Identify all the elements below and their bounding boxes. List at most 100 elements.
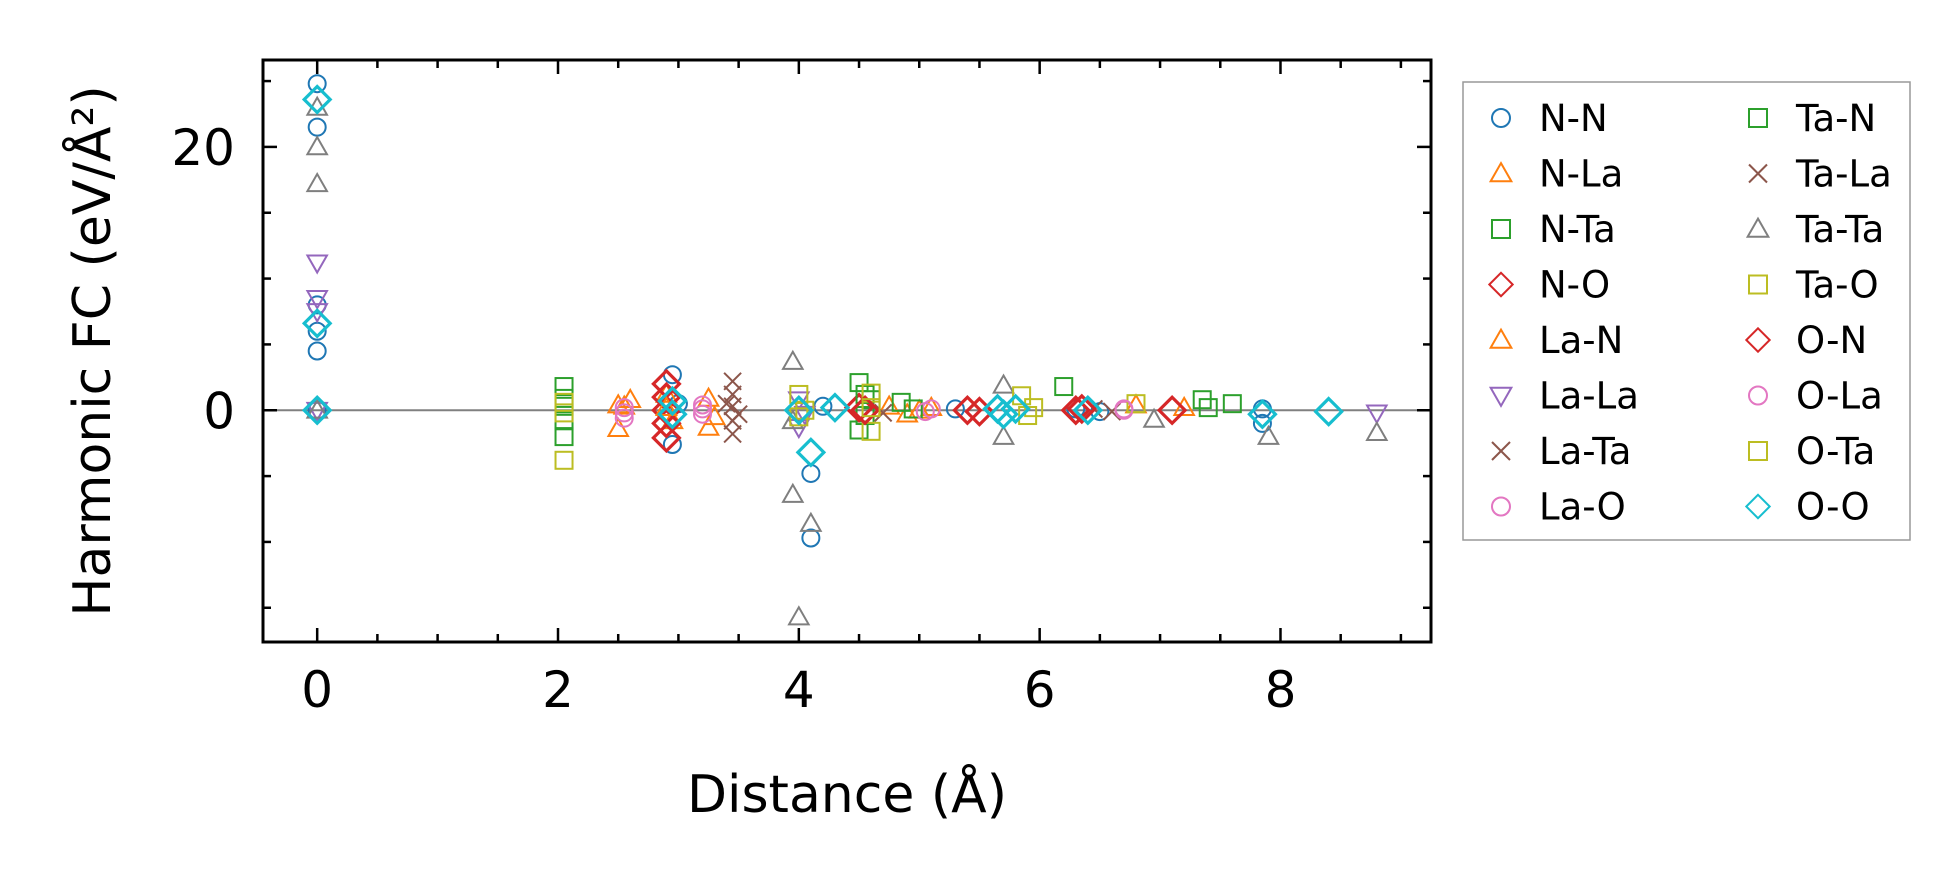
- point-n-o-8: [1156, 394, 1188, 426]
- point-la-ta-4: [723, 424, 742, 444]
- point-n-la-6: [697, 415, 721, 436]
- legend-entry-n-o: N-O: [1487, 264, 1610, 307]
- legend-label-o-la: O-La: [1796, 375, 1883, 418]
- point-o-o-10: [1000, 393, 1031, 425]
- legend-label-n-ta: N-Ta: [1539, 208, 1616, 251]
- point-la-ta-2-stroke-b: [723, 397, 742, 416]
- point-ta-ta-10: [992, 424, 1016, 445]
- point-ta-la-0: [717, 394, 736, 413]
- point-la-o-3: [693, 404, 713, 424]
- legend-marker-ta-la: [1748, 163, 1768, 184]
- point-ta-la-1-stroke-b: [729, 404, 748, 424]
- point-o-o-0: [301, 84, 333, 115]
- point-o-la-0: [614, 403, 634, 423]
- legend-marker-ta-o: [1748, 274, 1768, 295]
- point-la-la-6: [793, 405, 817, 426]
- point-ta-ta-11: [1142, 407, 1166, 428]
- point-n-ta-4: [849, 373, 869, 393]
- legend-label-o-n: O-N: [1796, 319, 1867, 362]
- legend-label-la-ta: La-Ta: [1539, 430, 1631, 473]
- point-ta-ta-7: [799, 511, 823, 532]
- legend-marker-o-n: [1744, 326, 1772, 354]
- legend-marker-n-n: [1491, 108, 1511, 128]
- point-o-o-6: [795, 437, 827, 468]
- legend-marker-n-la: [1488, 161, 1514, 183]
- point-o-o-2: [301, 394, 333, 426]
- legend-entry-ta-ta: Ta-Ta: [1745, 208, 1884, 251]
- legend-entry-o-o: O-O: [1744, 486, 1870, 529]
- point-ta-o-8: [1126, 394, 1146, 414]
- point-n-n-10: [801, 528, 821, 548]
- legend-label-n-la: N-La: [1539, 153, 1623, 196]
- legend-entry-la-la: La-La: [1488, 375, 1639, 418]
- point-la-ta-0-stroke-b: [723, 372, 742, 391]
- legend-entry-o-ta: O-Ta: [1748, 430, 1875, 473]
- point-ta-ta-12: [1256, 424, 1280, 445]
- point-o-o-12: [1247, 398, 1278, 430]
- point-o-ta-0: [554, 403, 574, 423]
- x-tick-label: 6: [1024, 661, 1056, 719]
- legend-entry-n-n: N-N: [1491, 97, 1608, 140]
- legend-label-n-n: N-N: [1539, 97, 1608, 140]
- legend-label-o-ta: O-Ta: [1796, 430, 1875, 473]
- point-la-ta-0: [723, 372, 742, 391]
- point-o-o-4: [657, 398, 688, 430]
- point-n-ta-7: [891, 392, 911, 412]
- legend-label-n-o: N-O: [1539, 264, 1610, 307]
- point-la-ta-4-stroke-b: [723, 424, 742, 444]
- point-n-ta-3: [554, 427, 574, 447]
- series-ta-la: [717, 394, 748, 424]
- legend-marker-la-n: [1488, 327, 1514, 349]
- point-n-o-6: [952, 394, 983, 426]
- point-o-o-5: [783, 394, 815, 426]
- point-o-la-3: [1114, 399, 1134, 419]
- legend-entry-o-n: O-N: [1744, 319, 1867, 362]
- tick-labels-layer: 0 2 4 6 8 0 20: [171, 119, 1296, 719]
- point-o-o-3: [657, 385, 688, 417]
- point-o-o-13: [1313, 396, 1344, 427]
- legend-marker-n-o: [1487, 271, 1515, 298]
- point-ta-o-1: [554, 392, 574, 412]
- point-n-o-3: [651, 408, 682, 439]
- legend-label-o-o: O-O: [1796, 486, 1870, 529]
- legend-entry-o-la: O-La: [1748, 375, 1883, 418]
- point-ta-o-0: [554, 450, 574, 470]
- x-tick-label: 4: [783, 661, 815, 719]
- legend-label-la-la: La-La: [1539, 375, 1639, 418]
- point-la-o-1: [614, 408, 634, 428]
- point-ta-ta-9: [992, 373, 1016, 394]
- legend-label-la-o: La-O: [1539, 486, 1626, 529]
- legend-entry-la-ta: La-Ta: [1491, 430, 1631, 473]
- point-ta-ta-5: [781, 482, 805, 503]
- legend-entry-ta-o: Ta-O: [1748, 264, 1879, 307]
- point-ta-n-1: [855, 384, 875, 404]
- legend-entry-n-ta: N-Ta: [1491, 208, 1616, 251]
- point-la-la-3: [305, 401, 329, 423]
- plot-frame: [261, 58, 1433, 644]
- point-n-n-7: [662, 434, 682, 454]
- legend-entry-ta-la: Ta-La: [1748, 153, 1892, 196]
- legend-label-ta-ta: Ta-Ta: [1795, 208, 1884, 251]
- point-la-la-7: [1365, 404, 1389, 425]
- point-ta-ta-6: [787, 605, 811, 626]
- x-tick-label: 8: [1265, 661, 1297, 719]
- point-ta-o-2: [789, 384, 809, 404]
- x-tick-label: 2: [542, 661, 574, 719]
- point-n-ta-8: [1054, 377, 1074, 397]
- legend-entry-la-o: La-O: [1491, 486, 1626, 529]
- legend-entry-ta-n: Ta-N: [1748, 97, 1876, 140]
- point-o-n-2: [1066, 393, 1098, 425]
- point-la-la-1: [305, 289, 329, 311]
- data-points-layer: [301, 74, 1389, 626]
- point-o-n-0: [849, 394, 881, 426]
- point-ta-la-0-stroke-b: [717, 394, 736, 413]
- point-la-n-1: [654, 395, 678, 416]
- point-ta-ta-1: [305, 135, 329, 156]
- point-la-n-3: [703, 405, 727, 426]
- point-o-o-9: [988, 398, 1019, 430]
- legend-marker-la-ta-stroke-b: [1491, 441, 1511, 461]
- point-o-la-2: [915, 402, 935, 422]
- point-n-la-9: [919, 395, 943, 416]
- point-o-o-7: [819, 392, 851, 423]
